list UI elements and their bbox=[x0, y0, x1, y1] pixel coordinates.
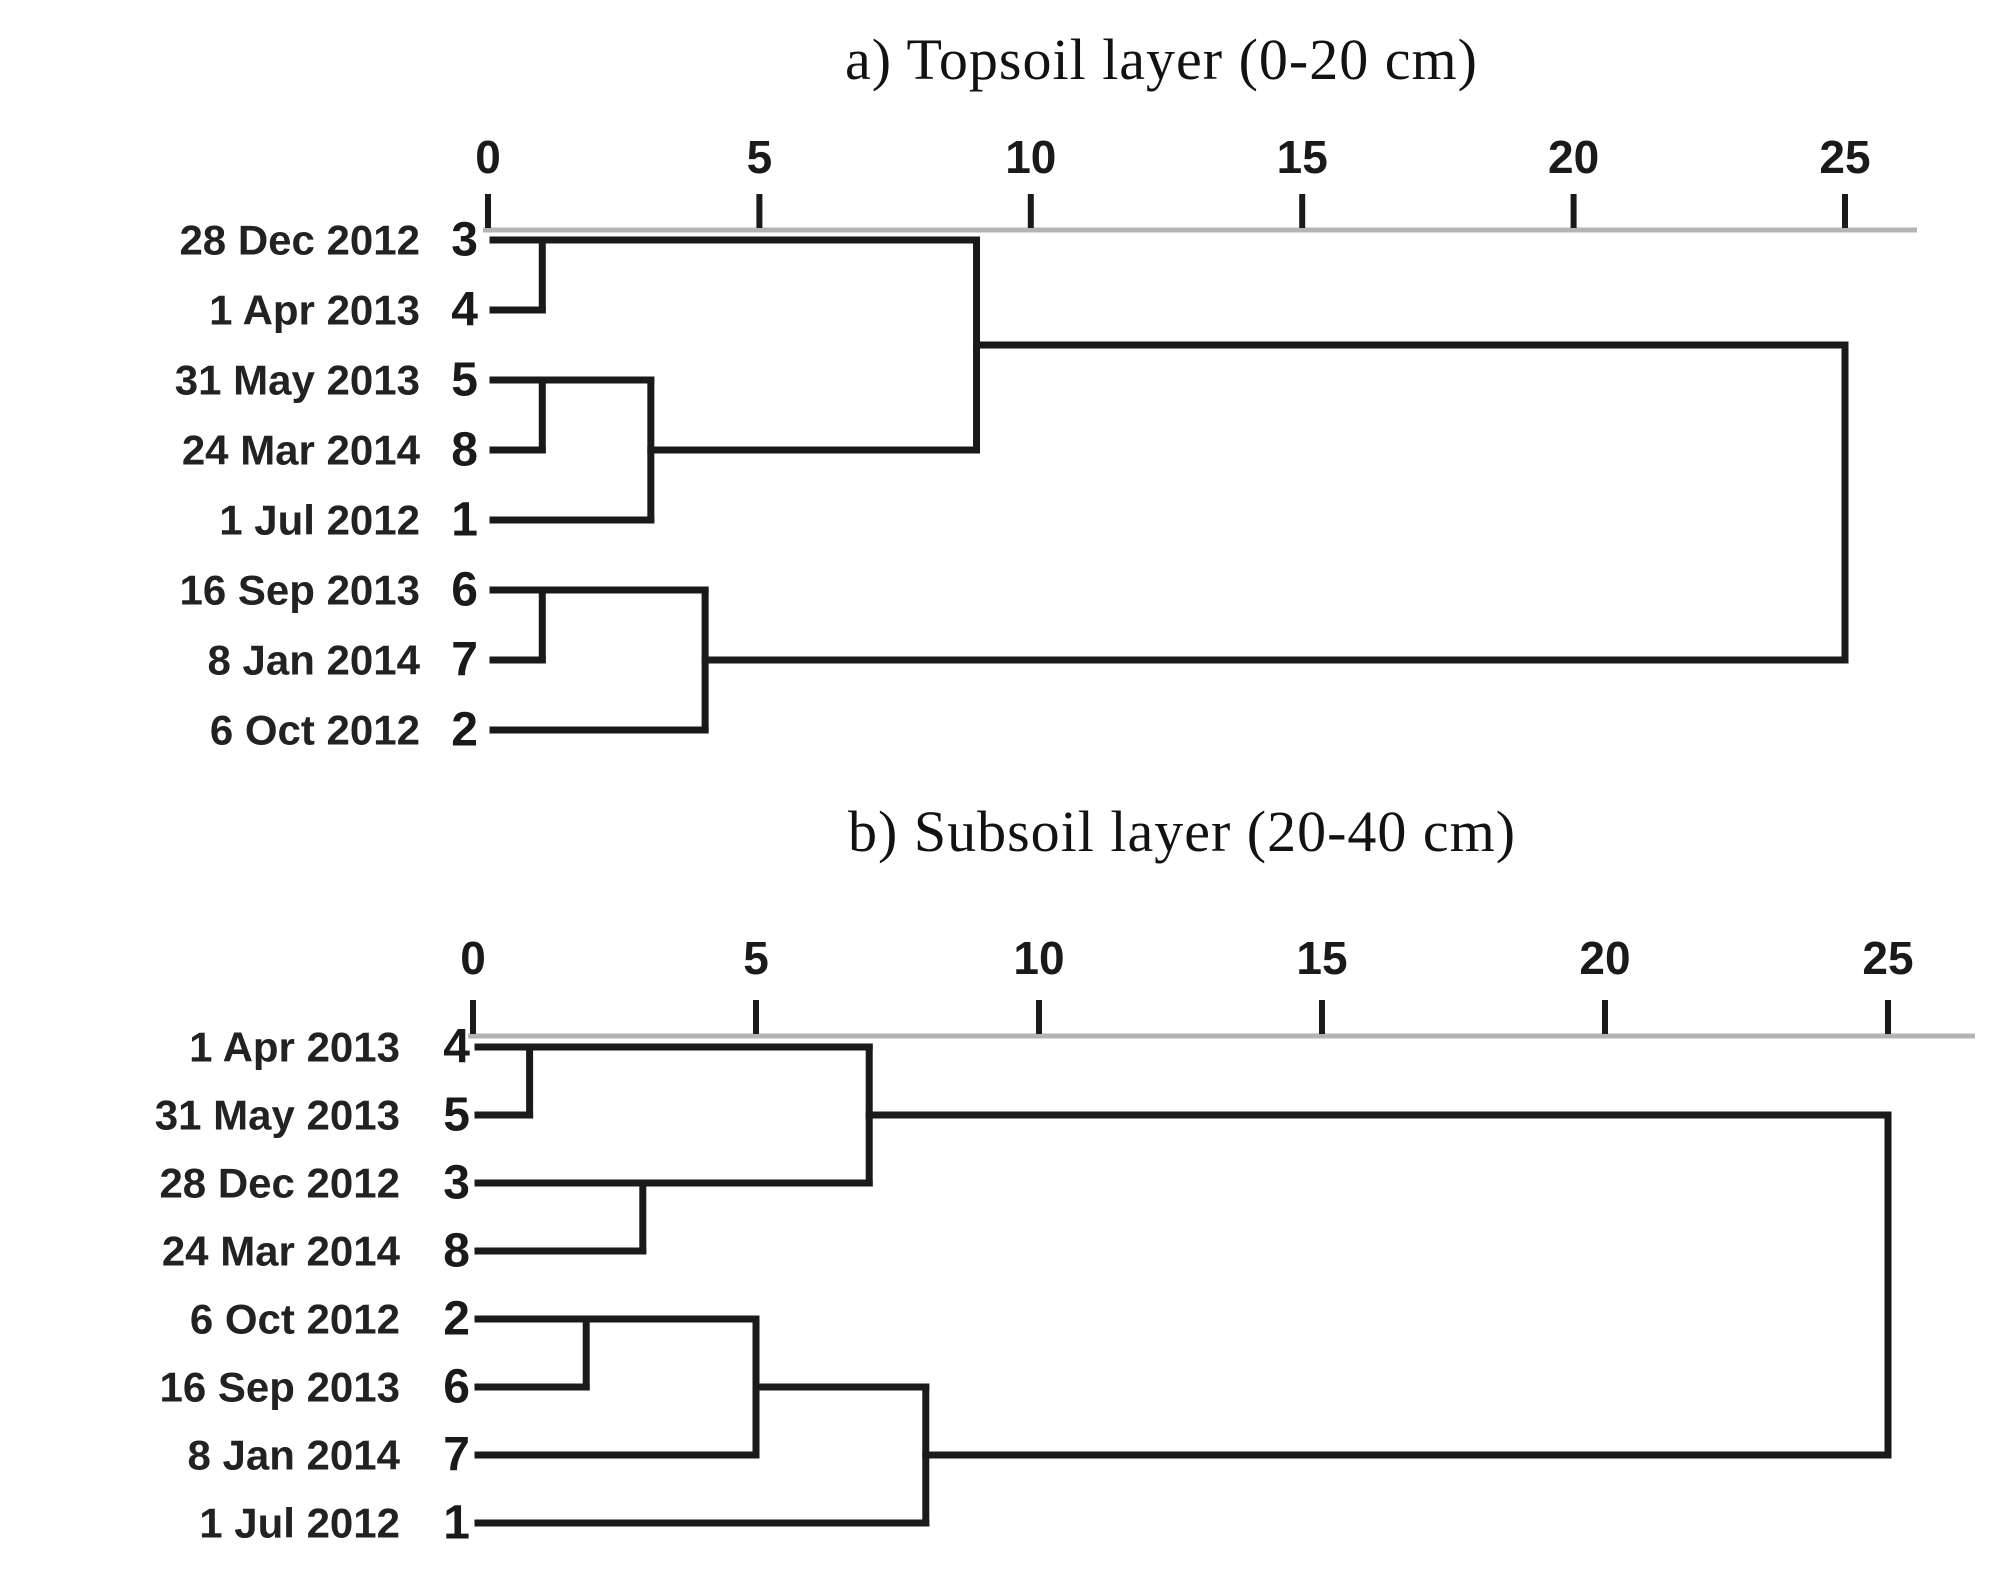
leaf-date-label-b: 8 Jan 2014 bbox=[187, 1432, 400, 1479]
axis-tick-label-b: 15 bbox=[1296, 932, 1347, 984]
leaf-date-label-b: 6 Oct 2012 bbox=[190, 1296, 400, 1343]
leaf-case-number-b: 3 bbox=[443, 1157, 470, 1210]
leaf-case-number-a: 3 bbox=[451, 214, 478, 267]
leaf-case-number-b: 1 bbox=[443, 1497, 470, 1550]
leaf-date-label-b: 16 Sep 2013 bbox=[159, 1364, 400, 1411]
leaf-date-label-b: 28 Dec 2012 bbox=[159, 1160, 400, 1207]
leaf-date-label-a: 1 Jul 2012 bbox=[219, 497, 420, 544]
leaf-date-label-a: 28 Dec 2012 bbox=[179, 217, 420, 264]
leaf-date-label-a: 24 Mar 2014 bbox=[182, 427, 421, 474]
leaf-case-number-b: 7 bbox=[443, 1429, 470, 1482]
leaf-case-number-b: 6 bbox=[443, 1361, 470, 1414]
leaf-case-number-b: 8 bbox=[443, 1225, 470, 1278]
leaf-date-label-a: 8 Jan 2014 bbox=[207, 637, 420, 684]
leaf-case-number-a: 2 bbox=[451, 704, 478, 757]
leaf-date-label-a: 1 Apr 2013 bbox=[209, 287, 420, 334]
leaf-date-label-b: 1 Apr 2013 bbox=[189, 1024, 400, 1071]
chart-a-title: a) Topsoil layer (0-20 cm) bbox=[845, 27, 1478, 92]
axis-tick-label-a: 15 bbox=[1277, 131, 1328, 183]
axis-tick-label-a: 10 bbox=[1005, 131, 1056, 183]
leaf-case-number-a: 1 bbox=[451, 494, 478, 547]
leaf-date-label-a: 6 Oct 2012 bbox=[210, 707, 420, 754]
leaf-case-number-a: 5 bbox=[451, 354, 478, 407]
axis-tick-label-a: 20 bbox=[1548, 131, 1599, 183]
leaf-case-number-b: 4 bbox=[443, 1021, 470, 1074]
leaf-case-number-a: 4 bbox=[451, 284, 478, 337]
axis-tick-label-a: 5 bbox=[747, 131, 773, 183]
leaf-date-label-b: 31 May 2013 bbox=[155, 1092, 400, 1139]
leaf-case-number-b: 5 bbox=[443, 1089, 470, 1142]
leaf-date-label-b: 1 Jul 2012 bbox=[199, 1500, 400, 1547]
leaf-case-number-a: 7 bbox=[451, 634, 478, 687]
leaf-case-number-a: 6 bbox=[451, 564, 478, 617]
leaf-date-label-a: 31 May 2013 bbox=[175, 357, 420, 404]
axis-tick-label-a: 0 bbox=[475, 131, 501, 183]
leaf-case-number-a: 8 bbox=[451, 424, 478, 477]
axis-tick-label-b: 20 bbox=[1579, 932, 1630, 984]
axis-tick-label-b: 10 bbox=[1013, 932, 1064, 984]
axis-tick-label-a: 25 bbox=[1819, 131, 1870, 183]
leaf-date-label-a: 16 Sep 2013 bbox=[179, 567, 420, 614]
chart-b-title: b) Subsoil layer (20-40 cm) bbox=[848, 799, 1517, 864]
leaf-date-label-b: 24 Mar 2014 bbox=[162, 1228, 401, 1275]
axis-tick-label-b: 25 bbox=[1862, 932, 1913, 984]
axis-tick-label-b: 5 bbox=[743, 932, 769, 984]
axis-tick-label-b: 0 bbox=[460, 932, 486, 984]
leaf-case-number-b: 2 bbox=[443, 1293, 470, 1346]
